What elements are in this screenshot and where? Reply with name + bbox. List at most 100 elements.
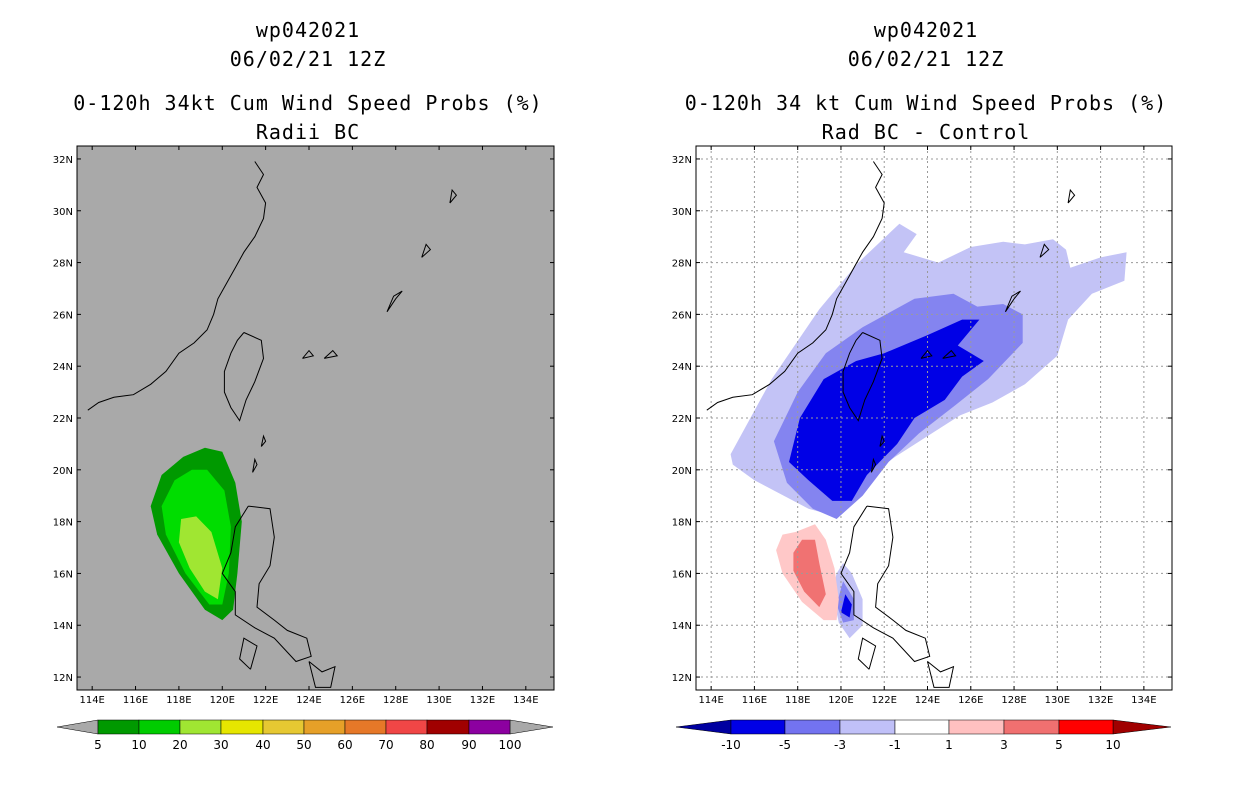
colorbar-label: -5 [779,738,791,752]
x-tick-label: 128E [383,695,408,706]
x-tick-label: 130E [1045,695,1070,706]
colorbar-label: 3 [1000,738,1008,752]
coastline-4 [308,661,336,688]
colorbar-swatch-3 [220,719,264,735]
x-tick-label: 126E [958,695,983,706]
x-tick-label: 132E [470,695,495,706]
colorbar-swatch-0 [730,719,786,735]
colorbar-swatch-1 [784,719,841,735]
y-tick-label: 28N [53,259,73,270]
coastline-3 [239,637,258,670]
coastline-8 [879,434,885,447]
coastline-8 [260,434,267,447]
coastline-11 [302,349,315,359]
x-tick-label: 116E [742,695,767,706]
colorbar-swatch-2 [179,719,222,735]
map-plot-area [696,146,1172,690]
y-tick-label: 16N [672,569,692,580]
x-tick-label: 134E [513,695,538,706]
coastline-6 [421,243,432,258]
x-tick-label: 126E [340,695,365,706]
x-tick-label: 122E [253,695,278,706]
right-product-title: 0-120h 34 kt Cum Wind Speed Probs (%) Ra… [666,89,1186,147]
left-product-title: 0-120h 34kt Cum Wind Speed Probs (%) Rad… [48,89,568,147]
coastline-9 [870,457,877,473]
x-tick-label: 128E [1001,695,1026,706]
y-tick-label: 22N [53,414,73,425]
prob-contour-7 [793,539,826,608]
colorbar-swatch-8 [426,719,470,735]
x-tick-label: 114E [79,695,104,706]
coastline-0 [87,161,267,411]
left-datetime: 06/02/21 12Z [229,47,387,71]
left-title: wp042021 06/02/21 12Z [48,16,568,74]
map-panel-left: 114E 116E 118E 120E 122E 124E 126E 128E 130E 132E… [53,145,555,706]
y-tick-label: 20N [53,466,73,477]
right-product-name: 0-120h 34 kt Cum Wind Speed Probs (%) [684,91,1168,115]
colorbar-swatch-1 [138,719,181,735]
prob-contour-5 [841,594,852,618]
x-tick-label: 116E [123,695,148,706]
right-product-sub: Rad BC - Control [821,120,1031,144]
coastline-9 [252,457,258,473]
x-tick-label: 132E [1088,695,1113,706]
colorbar-arrow-left [675,719,732,735]
colorbar-label: 100 [499,738,522,752]
colorbar-label: 40 [255,738,270,752]
x-tick-label: 134E [1131,695,1156,706]
y-tick-label: 20N [672,466,692,477]
coastline-7 [449,188,458,204]
coastline-3 [857,637,877,670]
colorbar-label: 20 [172,738,187,752]
y-tick-label: 24N [672,362,692,373]
coastline-4 [927,661,955,688]
y-tick-label: 30N [53,207,73,218]
x-tick-label: 120E [828,695,853,706]
right-datetime: 06/02/21 12Z [847,47,1005,71]
prob-contour-2 [178,516,223,600]
y-tick-label: 16N [53,569,73,580]
prob-contour-2 [789,319,984,501]
colorbar-label: 30 [213,738,228,752]
coastline-10 [323,349,339,359]
colorbar-label: 90 [461,738,476,752]
coastline-2 [840,505,931,663]
coastline-1 [223,332,265,422]
colorbar-swatch-7 [385,719,428,735]
y-tick-label: 14N [672,621,692,632]
coastline-11 [920,349,933,359]
coastline-5 [386,290,403,313]
colorbar-arrow-right [509,719,554,735]
colorbar-left: 5 10 20 30 40 50 60 70 80 90 100 [56,719,554,752]
colorbar-label: -10 [721,738,741,752]
colorbar-swatch-9 [468,719,511,735]
colorbar-swatch-5 [303,719,346,735]
coastline-7 [1067,188,1076,204]
colorbar-arrow-left [56,719,99,735]
colorbar-label: 70 [378,738,393,752]
x-tick-label: 124E [915,695,940,706]
colorbar-label: -1 [889,738,901,752]
y-tick-label: 14N [53,621,73,632]
coastline-1 [842,332,883,422]
colorbar-label: 10 [1105,738,1120,752]
colorbar-swatch-3 [894,719,950,735]
colorbar-swatch-6 [1058,719,1114,735]
x-tick-label: 130E [426,695,451,706]
colorbar-label: 50 [296,738,311,752]
right-title: wp042021 06/02/21 12Z [666,16,1186,74]
colorbar-swatch-0 [97,719,140,735]
colorbar-swatch-4 [262,719,305,735]
coastline-10 [942,349,957,359]
colorbar-label: 5 [94,738,102,752]
colorbar-label: 5 [1055,738,1063,752]
x-tick-label: 118E [166,695,191,706]
y-tick-label: 32N [672,155,692,166]
coastline-0 [706,161,885,411]
colorbar-label: 10 [131,738,146,752]
y-tick-label: 18N [672,518,692,529]
colorbar-label: 80 [419,738,434,752]
x-tick-label: 122E [872,695,897,706]
colorbar-arrow-right [1112,719,1172,735]
